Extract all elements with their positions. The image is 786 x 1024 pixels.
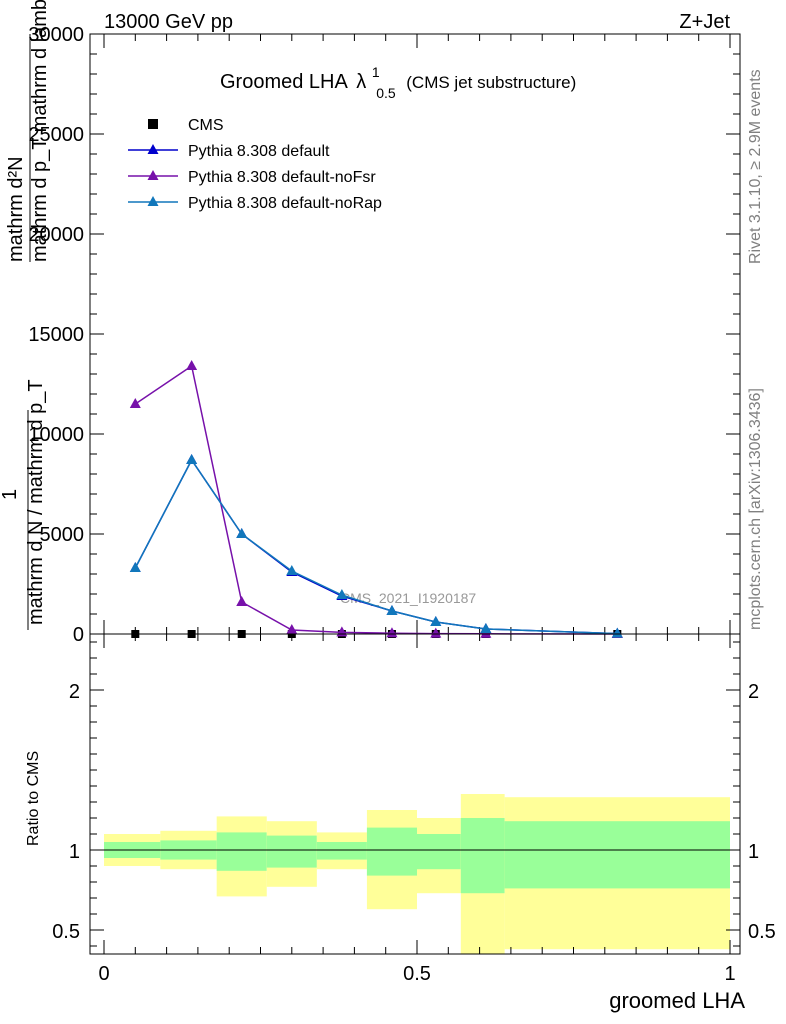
main-ytick-label: 15000 [28,324,84,346]
xtick-label: 1 [724,963,735,985]
main-ytick-label: 30000 [28,24,84,46]
site-label: mcplots.cern.ch [arXiv:1306.3436] [747,388,764,630]
data-point [430,616,442,626]
legend-marker [148,119,158,129]
main-ytick-label: 0 [73,624,84,646]
xtick-label: 0 [98,963,109,985]
data-point [286,624,298,634]
main-y-axis-label: mathrm d²N mathrm d p_T mathrm d lambda … [0,0,51,630]
data-point [386,605,398,615]
ratio-y-axis-label: Ratio to CMS [25,751,42,846]
data-point [186,454,198,464]
ylabel-line3: 1 [0,489,21,500]
chart-title-sup: 1 [372,64,380,80]
ratio-band-inner [417,834,461,870]
data-point [286,565,298,575]
data-point [186,360,198,370]
legend-item: Pythia 8.308 default [128,143,330,160]
ratio-band-inner [366,827,417,876]
ratio-band-inner [266,835,317,868]
ratio-ytick-label-right: 0.5 [748,921,776,943]
ratio-plot-frame [89,633,741,955]
ratio-ytick-label: 1 [69,841,80,863]
chart-title-main: Groomed LHA [220,71,348,93]
legend: CMS Pythia 8.308 default Pythia 8.308 defa… [128,117,382,212]
data-point [386,627,398,638]
ylabel-line1: mathrm d²N [5,156,27,262]
data-point [129,398,141,408]
ratio-ytick-label-right: 1 [748,841,759,863]
watermark: CMS_2021_I1920187 [340,590,476,606]
x-axis-label: groomed LHA [609,988,745,1013]
legend-item: CMS [148,117,224,134]
legend-item: Pythia 8.308 default-noRap [128,195,382,212]
ratio-band-inner [316,842,367,860]
legend-label: Pythia 8.308 default-noRap [188,195,382,212]
legend-label: Pythia 8.308 default [188,143,330,160]
main-plot: 0 5000 10000 15000 20000 25000 30000 Groomed L… [0,0,741,646]
energy-label: 13000 GeV pp [104,11,233,33]
main-ytick-label: 10000 [28,424,84,446]
ratio-band-inner [460,818,505,894]
main-ytick-label: 20000 [28,224,84,246]
legend-label: CMS [188,117,224,134]
xtick-label: 0.5 [403,963,431,985]
data-point [480,623,492,633]
data-point [336,589,348,599]
legend-label: Pythia 8.308 default-noFsr [188,169,376,186]
rivet-label: Rivet 3.1.10, ≥ 2.9M events [747,69,764,264]
chart-title-sub: 0.5 [376,85,396,101]
ratio-band-inner [504,821,730,889]
main-ytick-label: 5000 [40,524,85,546]
ratio-band-inner [216,832,267,871]
chart-title: Groomed LHA λ 1 0.5 (CMS jet substructur… [220,60,576,103]
data-point [236,528,248,538]
ylabel-line2: mathrm d p_T mathrm d lambda [29,0,51,262]
legend-marker [147,196,159,206]
ratio-ytick-label: 0.5 [52,921,80,943]
main-ytick-label: 25000 [28,124,84,146]
data-point [236,596,248,606]
data-point [611,627,623,638]
chart-title-lambda: λ [356,71,366,93]
ratio-ytick-label-right: 2 [748,681,759,703]
legend-item: Pythia 8.308 default-noFsr [128,169,376,186]
process-label: Z+Jet [679,11,730,33]
chart-title-note: (CMS jet substructure) [406,73,576,92]
legend-marker [147,170,159,180]
ratio-plot: 0.5 0.5 1 1 2 2 0 0.5 1 Ratio to CMS groomed LH… [25,633,776,1013]
series-3 [129,454,623,638]
ylabel-line4: mathrm d N / mathrm d p_T [25,379,47,625]
data-point [430,627,442,638]
legend-marker [147,144,159,154]
ratio-ytick-label: 2 [69,681,80,703]
data-point [129,562,141,572]
